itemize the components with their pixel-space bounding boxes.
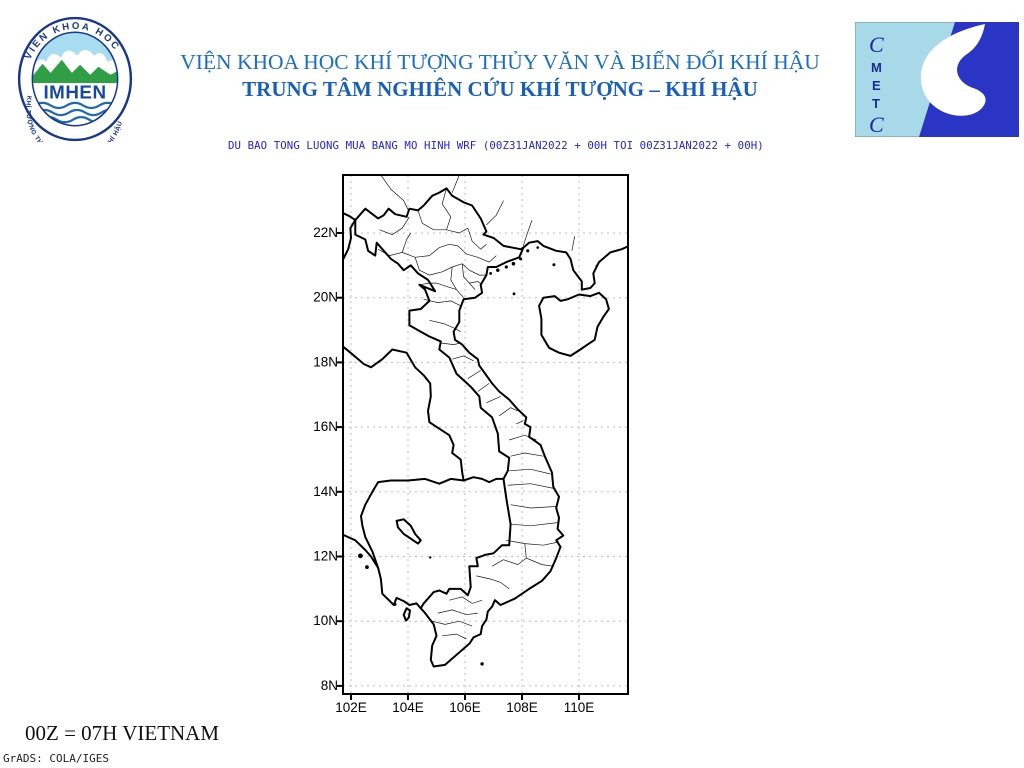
lat-label: 14N [313, 484, 338, 499]
cmetc-swoosh [920, 24, 986, 116]
lon-label: 108E [506, 700, 538, 715]
lat-label: 20N [313, 290, 338, 305]
cmetc-letter-c2: C [869, 112, 884, 137]
lat-label: 8N [321, 678, 338, 693]
cloud-shape [32, 50, 118, 74]
wave-line [35, 108, 118, 117]
lat-label: 12N [313, 549, 338, 564]
header-block: VIỆN KHOA HỌC KHÍ TƯỢNG THỦY VĂN VÀ BIẾN… [130, 48, 870, 103]
cmetc-letters: C M E T C [869, 32, 884, 137]
wave-line [33, 101, 117, 110]
plot-title: DU BAO TONG LUONG MUA BANG MO HINH WRF (… [228, 139, 764, 152]
lon-label: 110E [564, 700, 595, 715]
map-frame [342, 174, 629, 695]
lat-label: 22N [313, 225, 338, 240]
vietnam-map: 22N 20N 18N 16N 14N 12N 10N 8N 102E 104E… [313, 174, 629, 715]
lon-label: 102E [335, 700, 367, 715]
lat-label: 18N [313, 354, 338, 369]
map-gridlines [343, 175, 628, 694]
center-title: TRUNG TÂM NGHIÊN CỨU KHÍ TƯỢNG – KHÍ HẬU [242, 77, 758, 101]
lat-label: 16N [313, 419, 338, 434]
cmetc-letter-c1: C [869, 32, 884, 57]
map-tickmarks [337, 232, 580, 700]
timezone-note: 00Z = 07H VIETNAM [25, 721, 220, 745]
mountains-shape [32, 59, 118, 85]
imhen-emblem: IMHEN [32, 32, 118, 126]
map-coastlines [343, 175, 628, 668]
cmetc-logo: C M E T C [855, 22, 1019, 137]
institute-title: VIỆN KHOA HỌC KHÍ TƯỢNG THỦY VĂN VÀ BIẾN… [180, 50, 820, 74]
lat-axis-labels: 22N 20N 18N 16N 14N 12N 10N 8N [313, 225, 338, 693]
cmetc-letter-m: M [871, 60, 882, 75]
lon-label: 104E [392, 700, 424, 715]
lon-label: 106E [449, 700, 481, 715]
cmetc-letter-e: E [872, 78, 881, 93]
lat-label: 10N [313, 613, 338, 628]
lon-axis-labels: 102E 104E 106E 108E 110E [335, 700, 594, 715]
imhen-wordmark: IMHEN [43, 81, 106, 102]
grads-credit: GrADS: COLA/IGES [3, 752, 109, 765]
imhen-logo: IMHEN VIEN KHOA HOC KHÍ TƯỢNG THỦY VĂN V… [17, 16, 133, 142]
cmetc-letter-t: T [872, 96, 880, 111]
